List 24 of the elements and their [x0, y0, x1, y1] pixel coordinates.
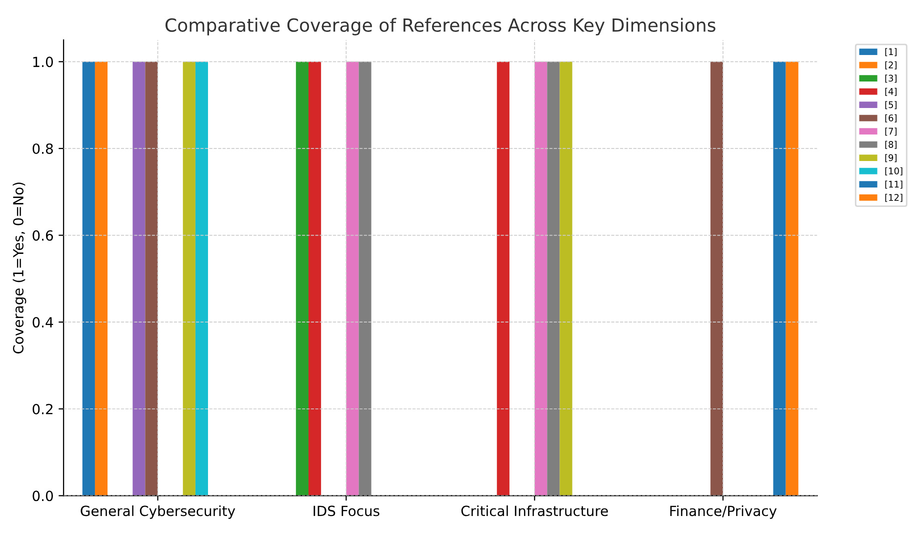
chart-title: Comparative Coverage of References Across Key Dimensions — [166, 18, 716, 36]
legend-label: [5] — [885, 101, 897, 110]
x-tick-label: Finance/Privacy — [670, 505, 777, 519]
legend-label: [4] — [885, 88, 897, 96]
legend-label: [2] — [885, 61, 897, 70]
y-axis-title: Coverage (1=Yes, 0=No) — [12, 182, 26, 354]
x-tick-label: IDS Focus — [314, 506, 380, 516]
legend-label: [10] — [885, 167, 902, 176]
legend-label: [11] — [885, 180, 902, 189]
y-tick-label: 1.0 — [33, 56, 53, 68]
legend-label: [6] — [885, 114, 897, 122]
y-tick-label: 0.0 — [32, 490, 53, 502]
legend-label: [3] — [885, 74, 897, 83]
legend-label: [1] — [885, 48, 897, 56]
y-tick-label: 0.6 — [32, 230, 53, 241]
legend-label: [12] — [885, 194, 902, 202]
legend-label: [7] — [885, 128, 897, 136]
x-tick-label: Critical Infrastructure — [461, 505, 608, 516]
y-tick-label: 0.8 — [32, 143, 53, 154]
x-tick-label: General Cybersecurity — [80, 505, 236, 519]
legend-label: [9] — [885, 154, 897, 162]
y-tick-label: 0.4 — [32, 317, 54, 328]
legend-label: [8] — [885, 140, 897, 149]
y-tick-label: 0.2 — [32, 404, 52, 414]
